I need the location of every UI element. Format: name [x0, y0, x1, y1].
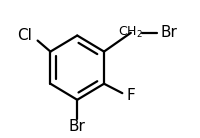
Text: CH$_2$: CH$_2$: [118, 25, 143, 40]
Text: Br: Br: [69, 119, 86, 134]
Text: F: F: [126, 88, 135, 103]
Text: Br: Br: [160, 25, 177, 40]
Text: Cl: Cl: [17, 28, 32, 43]
